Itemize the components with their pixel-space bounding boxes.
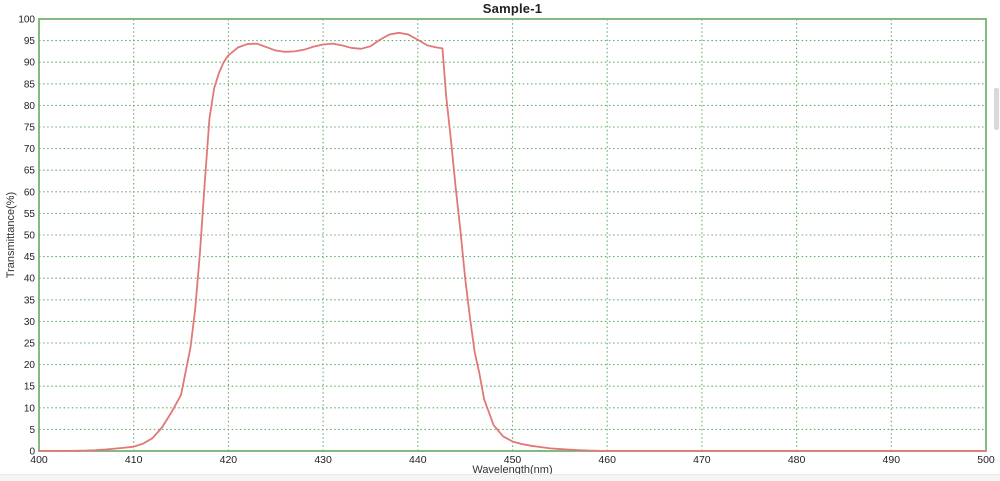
svg-text:480: 480 [788, 454, 806, 466]
y-axis-label-box: Transmittance(%) [0, 19, 22, 451]
svg-text:45: 45 [24, 252, 36, 263]
plot-border [38, 18, 987, 452]
svg-text:20: 20 [24, 360, 36, 371]
svg-text:95: 95 [24, 36, 36, 47]
svg-text:100: 100 [18, 15, 35, 26]
svg-text:490: 490 [883, 454, 901, 466]
y-axis-label: Transmittance(%) [5, 191, 18, 279]
svg-text:400: 400 [30, 454, 48, 466]
svg-text:40: 40 [24, 274, 36, 285]
y-tick-labels: 0 5 10 15 20 25 30 35 40 45 50 55 60 65 70 75 80 85 90 95 10… [18, 15, 35, 458]
series-Sample-1 [38, 31, 987, 452]
svg-text:85: 85 [24, 79, 36, 90]
svg-text:35: 35 [24, 295, 36, 306]
svg-text:440: 440 [409, 454, 427, 466]
svg-text:10: 10 [24, 403, 36, 414]
svg-text:420: 420 [220, 454, 238, 466]
svg-text:410: 410 [125, 454, 143, 466]
x-axis-label: Wavelength(nm) [472, 464, 553, 476]
svg-text:450: 450 [504, 454, 522, 466]
svg-text:25: 25 [24, 339, 36, 350]
chart-title: Sample-1 [482, 1, 543, 16]
svg-text:80: 80 [24, 101, 36, 112]
svg-text:430: 430 [314, 454, 332, 466]
svg-text:70: 70 [24, 144, 36, 155]
bottom-scrollbar-track [0, 474, 1000, 481]
svg-text:75: 75 [24, 123, 36, 134]
svg-text:50: 50 [24, 231, 36, 242]
svg-text:470: 470 [693, 454, 711, 466]
svg-text:30: 30 [24, 317, 36, 328]
svg-text:55: 55 [24, 209, 36, 220]
svg-text:65: 65 [24, 166, 36, 177]
svg-text:60: 60 [24, 187, 36, 198]
svg-text:0: 0 [29, 447, 35, 458]
svg-text:15: 15 [24, 382, 36, 393]
x-tick-labels: 400 410 420 430 440 450 460 470 480 490 500 [30, 454, 995, 466]
svg-text:460: 460 [598, 454, 616, 466]
svg-text:5: 5 [29, 425, 35, 436]
gridlines [39, 19, 986, 451]
svg-text:500: 500 [977, 454, 995, 466]
vertical-scrollbar-thumb[interactable] [994, 88, 999, 130]
svg-text:90: 90 [24, 58, 36, 69]
